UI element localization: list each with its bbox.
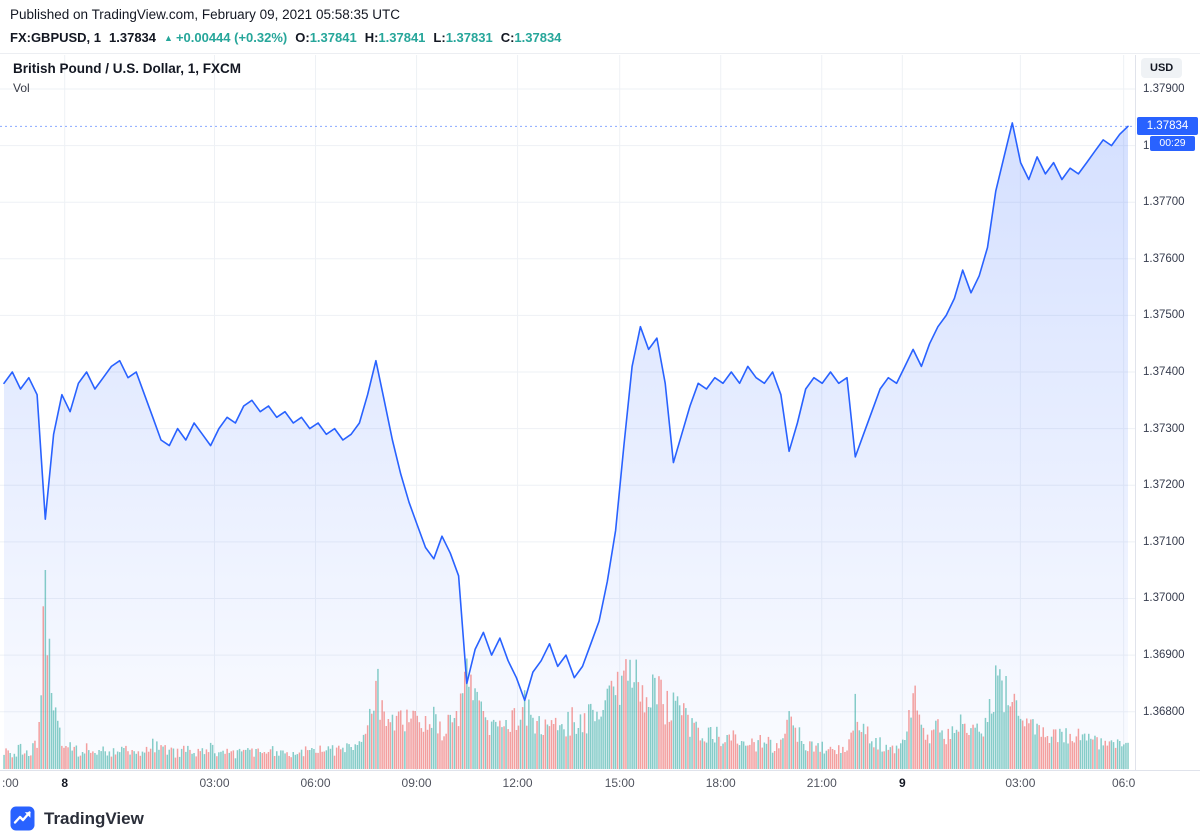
up-arrow-icon: ▲ [164, 33, 173, 43]
symbol-name: FX:GBPUSD, 1 [10, 30, 102, 45]
time-axis-label: 9 [898, 776, 906, 790]
time-axis-label: 12:00 [502, 776, 533, 790]
time-axis-label: :00 [2, 776, 19, 790]
change-value: +0.00444 (+0.32%) [175, 30, 288, 45]
time-axis-label: 06:00 [300, 776, 331, 790]
volume-series [3, 570, 1129, 770]
price-line-series [3, 122, 1129, 702]
last-price-badge: 1.37834 [1137, 117, 1198, 136]
tradingview-logo-icon [10, 806, 35, 831]
time-axis-label: 09:00 [401, 776, 432, 790]
tradingview-brand-link[interactable]: TradingView [10, 806, 144, 831]
chart-top-border [0, 53, 1200, 54]
price-axis-label: 1.37000 [1143, 592, 1185, 605]
price-axis-label: 1.37300 [1143, 422, 1185, 435]
price-axis-label: 1.37400 [1143, 366, 1185, 379]
price-axis-label: 1.37500 [1143, 309, 1185, 322]
time-axis-label: 8 [61, 776, 69, 790]
price-axis-label: 1.37200 [1143, 479, 1185, 492]
header-last-price: 1.37834 [109, 30, 157, 45]
time-axis-label: 03:00 [199, 776, 230, 790]
price-axis[interactable]: USD 1.379001.378001.377001.376001.375001… [1135, 55, 1200, 770]
price-axis-label: 1.37100 [1143, 535, 1185, 548]
price-axis-label: 1.36800 [1143, 705, 1185, 718]
price-change: ▲ +0.00444 (+0.32%) [164, 30, 287, 45]
price-chart-canvas[interactable] [0, 55, 1135, 770]
time-axis-label: 03:00 [1005, 776, 1036, 790]
currency-toggle-button[interactable]: USD [1141, 58, 1183, 78]
area-series [4, 122, 1128, 770]
published-line: Published on TradingView.com, February 0… [10, 7, 400, 22]
symbol-info-bar: FX:GBPUSD, 1 1.37834 ▲ +0.00444 (+0.32%) … [10, 30, 561, 45]
ohlc-high: H:1.37841 [364, 30, 426, 45]
time-axis-label: 21:00 [806, 776, 837, 790]
price-axis-label: 1.36900 [1143, 649, 1185, 662]
ohlc-close: C:1.37834 [500, 30, 562, 45]
ohlc-low: L:1.37831 [433, 30, 493, 45]
price-axis-label: 1.37900 [1143, 82, 1185, 95]
price-axis-label: 1.37700 [1143, 196, 1185, 209]
brand-name: TradingView [44, 808, 144, 828]
bar-countdown-badge: 00:29 [1150, 136, 1195, 152]
time-axis-label: 18:00 [705, 776, 736, 790]
time-axis-separator [0, 770, 1200, 771]
time-axis-label: 06:0 [1111, 776, 1135, 790]
price-axis-label: 1.37600 [1143, 252, 1185, 265]
time-axis[interactable]: :00 8 03:00 06:00 09:00 12:00 15:00 18:00 21:00 9… [0, 771, 1135, 797]
time-axis-label: 15:00 [604, 776, 635, 790]
ohlc-open: O:1.37841 [295, 30, 357, 45]
